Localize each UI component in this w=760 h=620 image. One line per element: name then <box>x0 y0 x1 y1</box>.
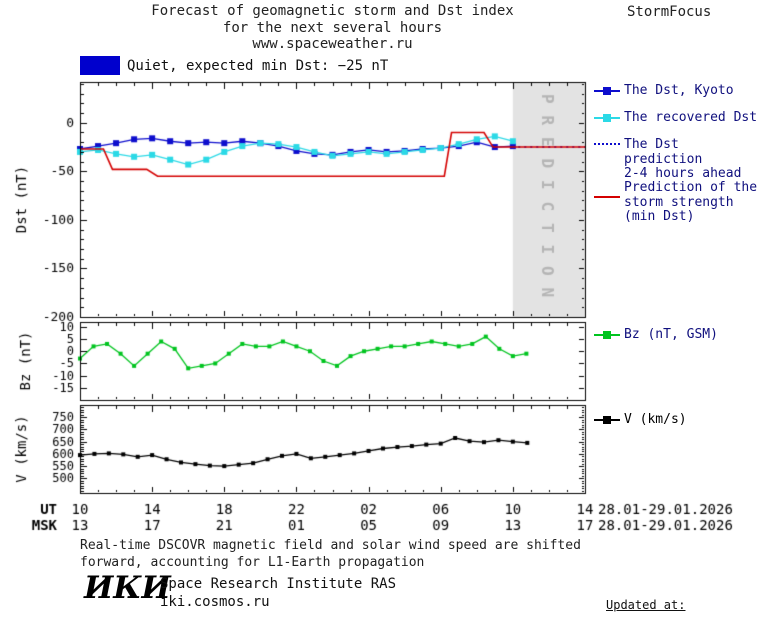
page-title-line1: Forecast of geomagnetic storm and Dst in… <box>151 3 514 19</box>
dst-prediction-series-icon <box>594 141 620 150</box>
v-square-icon <box>603 416 611 424</box>
dst-kyoto-series-icon <box>594 87 620 96</box>
legend-item-dst-kyoto: The Dst, Kyoto <box>593 83 760 99</box>
propagation-note: Real-time DSCOVR magnetic field and sola… <box>80 538 581 571</box>
institute-name: Space Research Institute RAS <box>160 576 397 592</box>
legend-label-bz: Bz (nT, GSM) <box>624 327 718 342</box>
legend-item-recovered-dst: The recovered Dst <box>593 110 760 126</box>
status-text: Quiet, expected min Dst: −25 nT <box>127 58 389 74</box>
legend-label-v: V (km/s) <box>624 412 687 427</box>
legend-label-dst-prediction: The Dst prediction 2-4 hours ahead <box>624 137 760 182</box>
storm-strength-series-icon <box>594 193 620 202</box>
note-line1: Real-time DSCOVR magnetic field and sola… <box>80 538 581 553</box>
brand-stormfocus: StormFocus <box>627 4 712 20</box>
legend-label-dst-prediction-line1: The Dst prediction <box>624 137 703 167</box>
legend-item-v: V (km/s) <box>593 412 760 428</box>
legend-label-dst-kyoto: The Dst, Kyoto <box>624 83 734 98</box>
status-level-swatch <box>80 56 120 75</box>
legend-item-bz: Bz (nT, GSM) <box>593 327 760 343</box>
legend-item-storm-strength: Prediction of the storm strength (min Ds… <box>593 180 760 225</box>
storm-strength-line-icon <box>594 196 620 198</box>
legend-label-storm-strength: Prediction of the storm strength (min Ds… <box>624 180 760 225</box>
updated-block: Updated at: UT 10:05, 29.01.2026 MSK 13:… <box>606 565 758 620</box>
institute-url: iki.cosmos.ru <box>160 594 270 610</box>
legend-label-storm-strength-line3: (min Dst) <box>624 209 695 224</box>
v-series-icon <box>594 416 620 425</box>
recovered-dst-square-icon <box>603 114 611 122</box>
page-header: Forecast of geomagnetic storm and Dst in… <box>80 3 585 53</box>
bz-square-icon <box>603 331 611 339</box>
legend-label-recovered-dst: The recovered Dst <box>624 110 758 125</box>
legend-label-dst-prediction-line2: 2-4 hours ahead <box>624 166 742 181</box>
dotted-line-icon <box>594 143 620 145</box>
legend-label-storm-strength-line2: storm strength <box>624 194 734 210</box>
recovered-dst-series-icon <box>594 114 620 123</box>
note-line2: forward, accounting for L1-Earth propaga… <box>80 554 425 570</box>
iki-logo: ИКИ <box>84 570 171 606</box>
page-title-line2: for the next several hours <box>222 19 443 36</box>
legend-label-storm-strength-line1: Prediction of the <box>624 180 758 195</box>
bz-series-icon <box>594 331 620 340</box>
site-url: www.spaceweather.ru <box>252 36 413 52</box>
dst-kyoto-square-icon <box>603 87 611 95</box>
legend-item-dst-prediction: The Dst prediction 2-4 hours ahead <box>593 137 760 182</box>
updated-title: Updated at: <box>606 598 686 612</box>
